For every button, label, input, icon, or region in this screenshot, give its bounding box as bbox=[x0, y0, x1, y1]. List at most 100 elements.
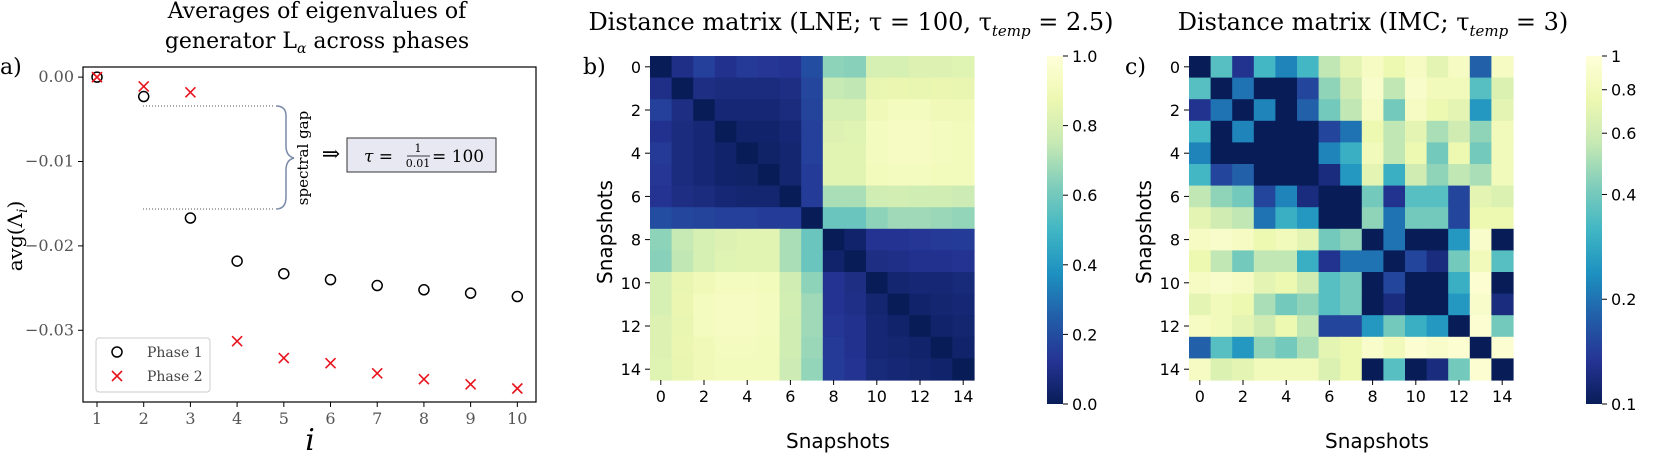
imc-cell bbox=[1361, 250, 1384, 273]
lne-cell bbox=[801, 77, 824, 100]
spectral-gap-annotation: spectral gap ⇒ τ = 1 0.01 = 100 bbox=[143, 105, 497, 210]
lne-cell bbox=[866, 185, 889, 208]
lne-cell bbox=[822, 99, 845, 122]
imc-cell bbox=[1253, 77, 1276, 100]
lne-cell bbox=[650, 272, 673, 295]
imc-cell bbox=[1210, 336, 1233, 359]
imc-cell bbox=[1491, 142, 1514, 165]
lne-cell bbox=[736, 272, 759, 295]
phase2-point bbox=[231, 335, 243, 347]
lne-cell bbox=[671, 207, 694, 230]
imc-cell bbox=[1491, 272, 1514, 295]
lne-cell bbox=[866, 228, 889, 251]
imc-colorbar-tick-label: 0.6 bbox=[1611, 124, 1636, 143]
lne-cell bbox=[779, 99, 802, 122]
lne-cell bbox=[887, 77, 910, 100]
imc-cell bbox=[1405, 250, 1428, 273]
lne-cell bbox=[866, 142, 889, 165]
phase1-point bbox=[137, 90, 150, 103]
imc-cell bbox=[1361, 185, 1384, 208]
phase1-point bbox=[418, 284, 430, 296]
lne-x-tick-label: 0 bbox=[656, 387, 666, 406]
lne-cell bbox=[779, 250, 802, 273]
lne-cell bbox=[758, 77, 781, 100]
lne-cell bbox=[650, 358, 673, 381]
chart-c-colorbar-ticks: 0.1 0.2 0.4 0.6 0.8 1 bbox=[1602, 47, 1636, 414]
phase1-point bbox=[184, 212, 197, 224]
imc-cell bbox=[1469, 164, 1492, 187]
imc-cell bbox=[1210, 185, 1233, 208]
imc-cell bbox=[1340, 293, 1363, 316]
lne-cell bbox=[952, 120, 975, 143]
lne-cell bbox=[930, 77, 953, 100]
lne-cell bbox=[714, 228, 737, 251]
lne-cell bbox=[930, 142, 953, 165]
imc-x-tick-label: 14 bbox=[1492, 387, 1512, 406]
imc-cell bbox=[1361, 336, 1384, 359]
imc-cell bbox=[1253, 99, 1276, 122]
chart-b-title: Distance matrix (LNE; τ = 100, τtemp = 2… bbox=[588, 8, 1113, 40]
chart-c-ylabel: Snapshots bbox=[1132, 180, 1156, 284]
lne-cell bbox=[866, 250, 889, 273]
imc-cell bbox=[1491, 77, 1514, 100]
lne-cell bbox=[693, 336, 716, 359]
imc-cell bbox=[1426, 336, 1449, 359]
imc-cell bbox=[1469, 77, 1492, 100]
imc-cell bbox=[1253, 120, 1276, 143]
lne-cell bbox=[714, 358, 737, 381]
lne-cell bbox=[866, 336, 889, 359]
imc-cell bbox=[1426, 185, 1449, 208]
x-tick-label: 6 bbox=[325, 409, 335, 428]
imc-cell bbox=[1340, 228, 1363, 251]
imc-x-tick-label: 4 bbox=[1281, 387, 1291, 406]
lne-cell bbox=[736, 56, 759, 79]
lne-cell bbox=[714, 315, 737, 338]
imc-x-tick-label: 2 bbox=[1238, 387, 1248, 406]
imc-cell bbox=[1189, 250, 1212, 273]
lne-cell bbox=[952, 185, 975, 208]
imc-cell bbox=[1297, 56, 1320, 79]
imc-cell bbox=[1210, 358, 1233, 381]
lne-cell bbox=[952, 56, 975, 79]
imc-cell bbox=[1340, 272, 1363, 295]
lne-cell bbox=[822, 120, 845, 143]
tau-text: τ = bbox=[364, 147, 393, 167]
imc-cell bbox=[1405, 185, 1428, 208]
imc-cell bbox=[1189, 315, 1212, 338]
lne-cell bbox=[758, 293, 781, 316]
imc-cell bbox=[1426, 164, 1449, 187]
lne-cell bbox=[866, 164, 889, 187]
imc-cell bbox=[1361, 228, 1384, 251]
lne-cell bbox=[650, 185, 673, 208]
imc-cell bbox=[1448, 77, 1471, 100]
imc-cell bbox=[1275, 120, 1298, 143]
lne-y-tick-label: 0 bbox=[631, 58, 641, 77]
lne-cell bbox=[693, 56, 716, 79]
lne-cell bbox=[801, 164, 824, 187]
lne-cell bbox=[909, 272, 932, 295]
imc-cell bbox=[1189, 164, 1212, 187]
lne-cell bbox=[736, 142, 759, 165]
chart-c-title: Distance matrix (IMC; τtemp = 3) bbox=[1178, 8, 1568, 40]
imc-cell bbox=[1340, 56, 1363, 79]
imc-cell bbox=[1318, 120, 1341, 143]
lne-cell bbox=[887, 336, 910, 359]
imc-cell bbox=[1210, 142, 1233, 165]
lne-cell bbox=[779, 358, 802, 381]
imc-cell bbox=[1405, 120, 1428, 143]
lne-cell bbox=[779, 336, 802, 359]
lne-cell bbox=[909, 56, 932, 79]
imc-cell bbox=[1469, 336, 1492, 359]
lne-cell bbox=[952, 164, 975, 187]
imc-y-tick-label: 12 bbox=[1160, 317, 1180, 336]
lne-cell bbox=[822, 207, 845, 230]
phase2-point bbox=[418, 373, 430, 385]
imc-cell bbox=[1253, 358, 1276, 381]
imc-distance-heatmap-panel: c) Distance matrix (IMC; τtemp = 3) 0 2 4 6… bbox=[1125, 8, 1636, 453]
lne-cell bbox=[736, 99, 759, 122]
lne-cell bbox=[671, 164, 694, 187]
imc-cell bbox=[1426, 315, 1449, 338]
imc-cell bbox=[1318, 142, 1341, 165]
lne-cell bbox=[714, 336, 737, 359]
lne-y-tick-label: 8 bbox=[631, 231, 641, 250]
